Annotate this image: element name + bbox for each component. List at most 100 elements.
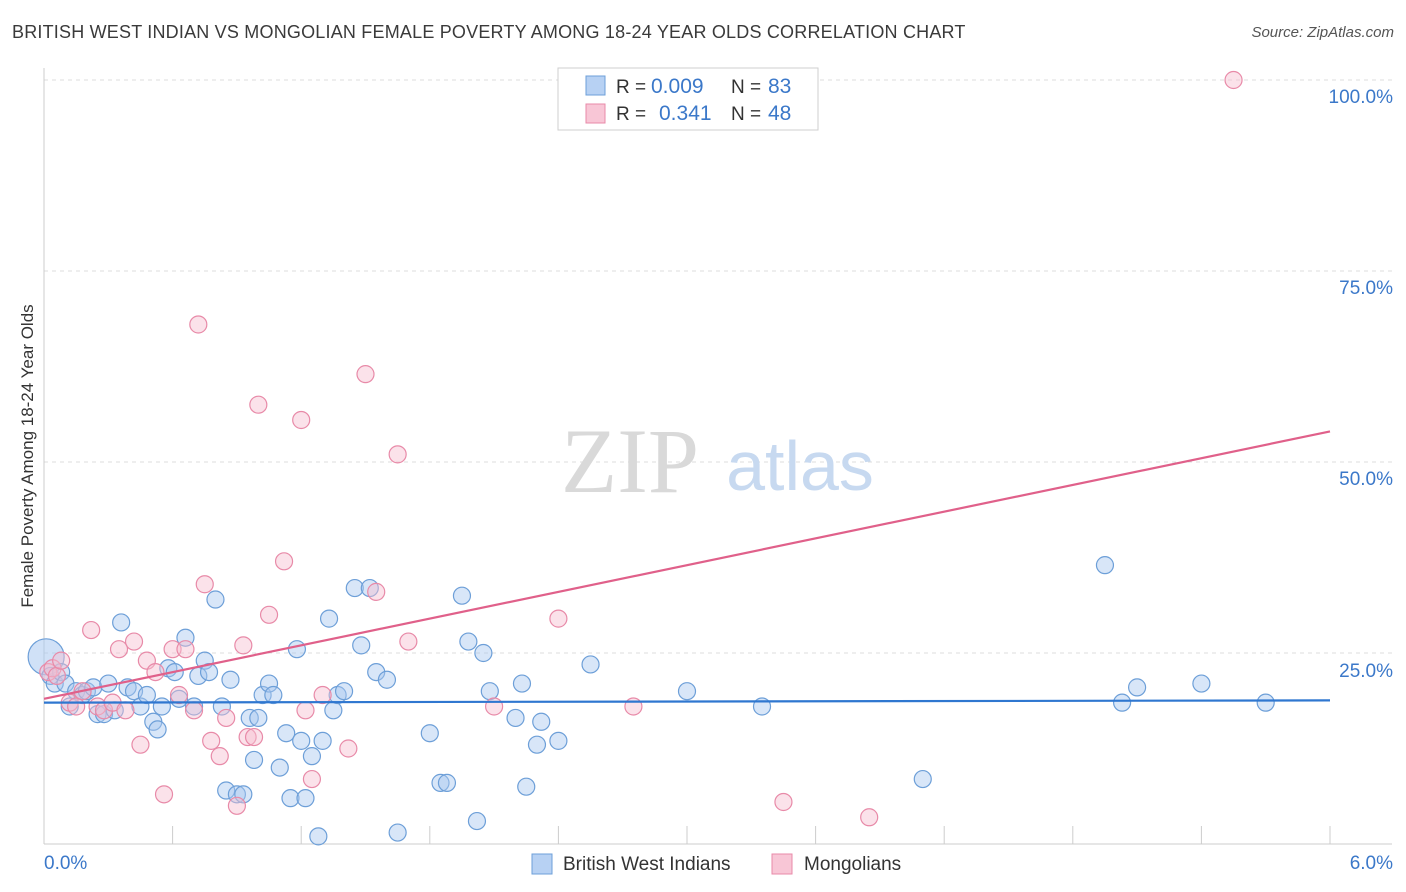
blue-point <box>437 773 457 792</box>
blue-point <box>452 586 472 605</box>
pink-point <box>217 708 236 728</box>
blue-point <box>277 724 296 743</box>
blue-point <box>244 750 264 770</box>
blue-point <box>377 670 397 689</box>
blue-point <box>467 811 487 831</box>
blue-point <box>206 590 225 609</box>
legend-swatch-pink <box>585 103 606 124</box>
pink-point <box>244 727 264 747</box>
x-tick-label: 0.0% <box>44 853 87 874</box>
pink-point <box>296 701 315 720</box>
y-tick-label: 100.0% <box>1329 87 1394 108</box>
pink-point <box>388 445 407 464</box>
blue-point <box>319 609 339 628</box>
watermark: ZIP atlas <box>561 410 874 512</box>
blue-trend-line <box>43 699 1331 704</box>
pink-point <box>860 808 879 827</box>
pink-point <box>131 735 150 754</box>
blue-point <box>234 785 253 804</box>
pink-point <box>202 731 221 750</box>
pink-point <box>227 796 246 815</box>
pink-point <box>195 575 214 594</box>
pink-point <box>184 701 204 720</box>
gridlines <box>44 79 1392 654</box>
blue-point <box>264 685 283 705</box>
blue-point <box>581 655 600 674</box>
bottom-legend-swatch-pink <box>771 853 793 875</box>
legend-r-label-2: R = <box>616 104 646 125</box>
blue-point <box>913 769 932 789</box>
pink-point <box>67 697 86 716</box>
blue-point <box>152 697 171 716</box>
blue-point <box>309 827 328 846</box>
bottom-legend: British West Indians Mongolians <box>531 853 901 875</box>
blue-point <box>1192 674 1211 693</box>
blue-point <box>296 789 315 808</box>
pink-point <box>549 609 568 628</box>
x-tick-label: 6.0% <box>1350 853 1393 874</box>
pink-point <box>399 632 418 651</box>
blue-point <box>420 724 439 743</box>
blue-point <box>388 823 407 842</box>
blue-point <box>270 758 289 777</box>
blue-point <box>249 708 268 728</box>
pink-point <box>234 636 253 655</box>
blue-point <box>532 712 551 731</box>
y-tick-label: 25.0% <box>1339 661 1393 682</box>
blue-point <box>112 613 131 632</box>
pink-point <box>210 747 229 766</box>
blue-point <box>512 674 532 693</box>
blue-point <box>677 682 697 701</box>
blue-point <box>480 682 499 701</box>
tick-labels: 25.0% 50.0% 75.0% 100.0% 0.0% 6.0% <box>44 87 1393 874</box>
blue-point <box>1256 693 1275 712</box>
blue-point <box>506 708 525 728</box>
pink-point <box>176 640 195 659</box>
blue-point <box>345 578 364 598</box>
pink-point <box>52 651 71 670</box>
blue-point <box>148 720 167 739</box>
pink-point <box>292 410 311 430</box>
legend-n-value-1: 83 <box>768 75 791 98</box>
legend-r-value-1: 0.009 <box>651 75 704 98</box>
pink-point <box>367 582 386 601</box>
pink-point <box>146 662 165 682</box>
blue-point <box>221 670 240 689</box>
pink-point <box>485 697 504 716</box>
blue-point <box>281 789 300 808</box>
blue-point <box>334 682 354 701</box>
blue-point <box>292 731 311 750</box>
blue-point <box>253 685 272 705</box>
pink-point <box>356 365 375 384</box>
axes <box>43 68 1392 845</box>
source-label: Source: ZipAtlas.com <box>1251 24 1394 41</box>
blue-point <box>137 685 156 705</box>
blue-point <box>1112 693 1132 712</box>
blue-point <box>1095 556 1115 575</box>
watermark-zip: ZIP <box>561 410 699 512</box>
pink-point <box>259 605 279 624</box>
trend-lines <box>43 430 1331 704</box>
bottom-legend-label-blue: British West Indians <box>563 854 731 875</box>
blue-point <box>527 735 547 754</box>
legend-box: R = 0.009 N = 83 R = 0.341 N = 48 <box>557 67 819 131</box>
blue-point <box>459 632 478 651</box>
pink-point <box>169 685 189 705</box>
pink-point <box>154 785 174 804</box>
y-tick-label: 50.0% <box>1339 469 1393 490</box>
pink-point <box>313 685 332 705</box>
pink-point <box>47 666 66 686</box>
pink-point <box>116 701 135 720</box>
blue-point <box>517 777 536 796</box>
legend-r-value-2: 0.341 <box>659 102 712 125</box>
legend-r-label-1: R = <box>616 77 646 98</box>
blue-point <box>324 701 343 720</box>
pink-point <box>163 640 182 659</box>
pink-point <box>82 620 101 640</box>
blue-point <box>549 731 568 750</box>
bottom-legend-label-pink: Mongolians <box>804 854 901 875</box>
chart-title: BRITISH WEST INDIAN VS MONGOLIAN FEMALE … <box>12 22 966 42</box>
pink-point <box>124 632 144 651</box>
legend-n-value-2: 48 <box>768 102 791 125</box>
